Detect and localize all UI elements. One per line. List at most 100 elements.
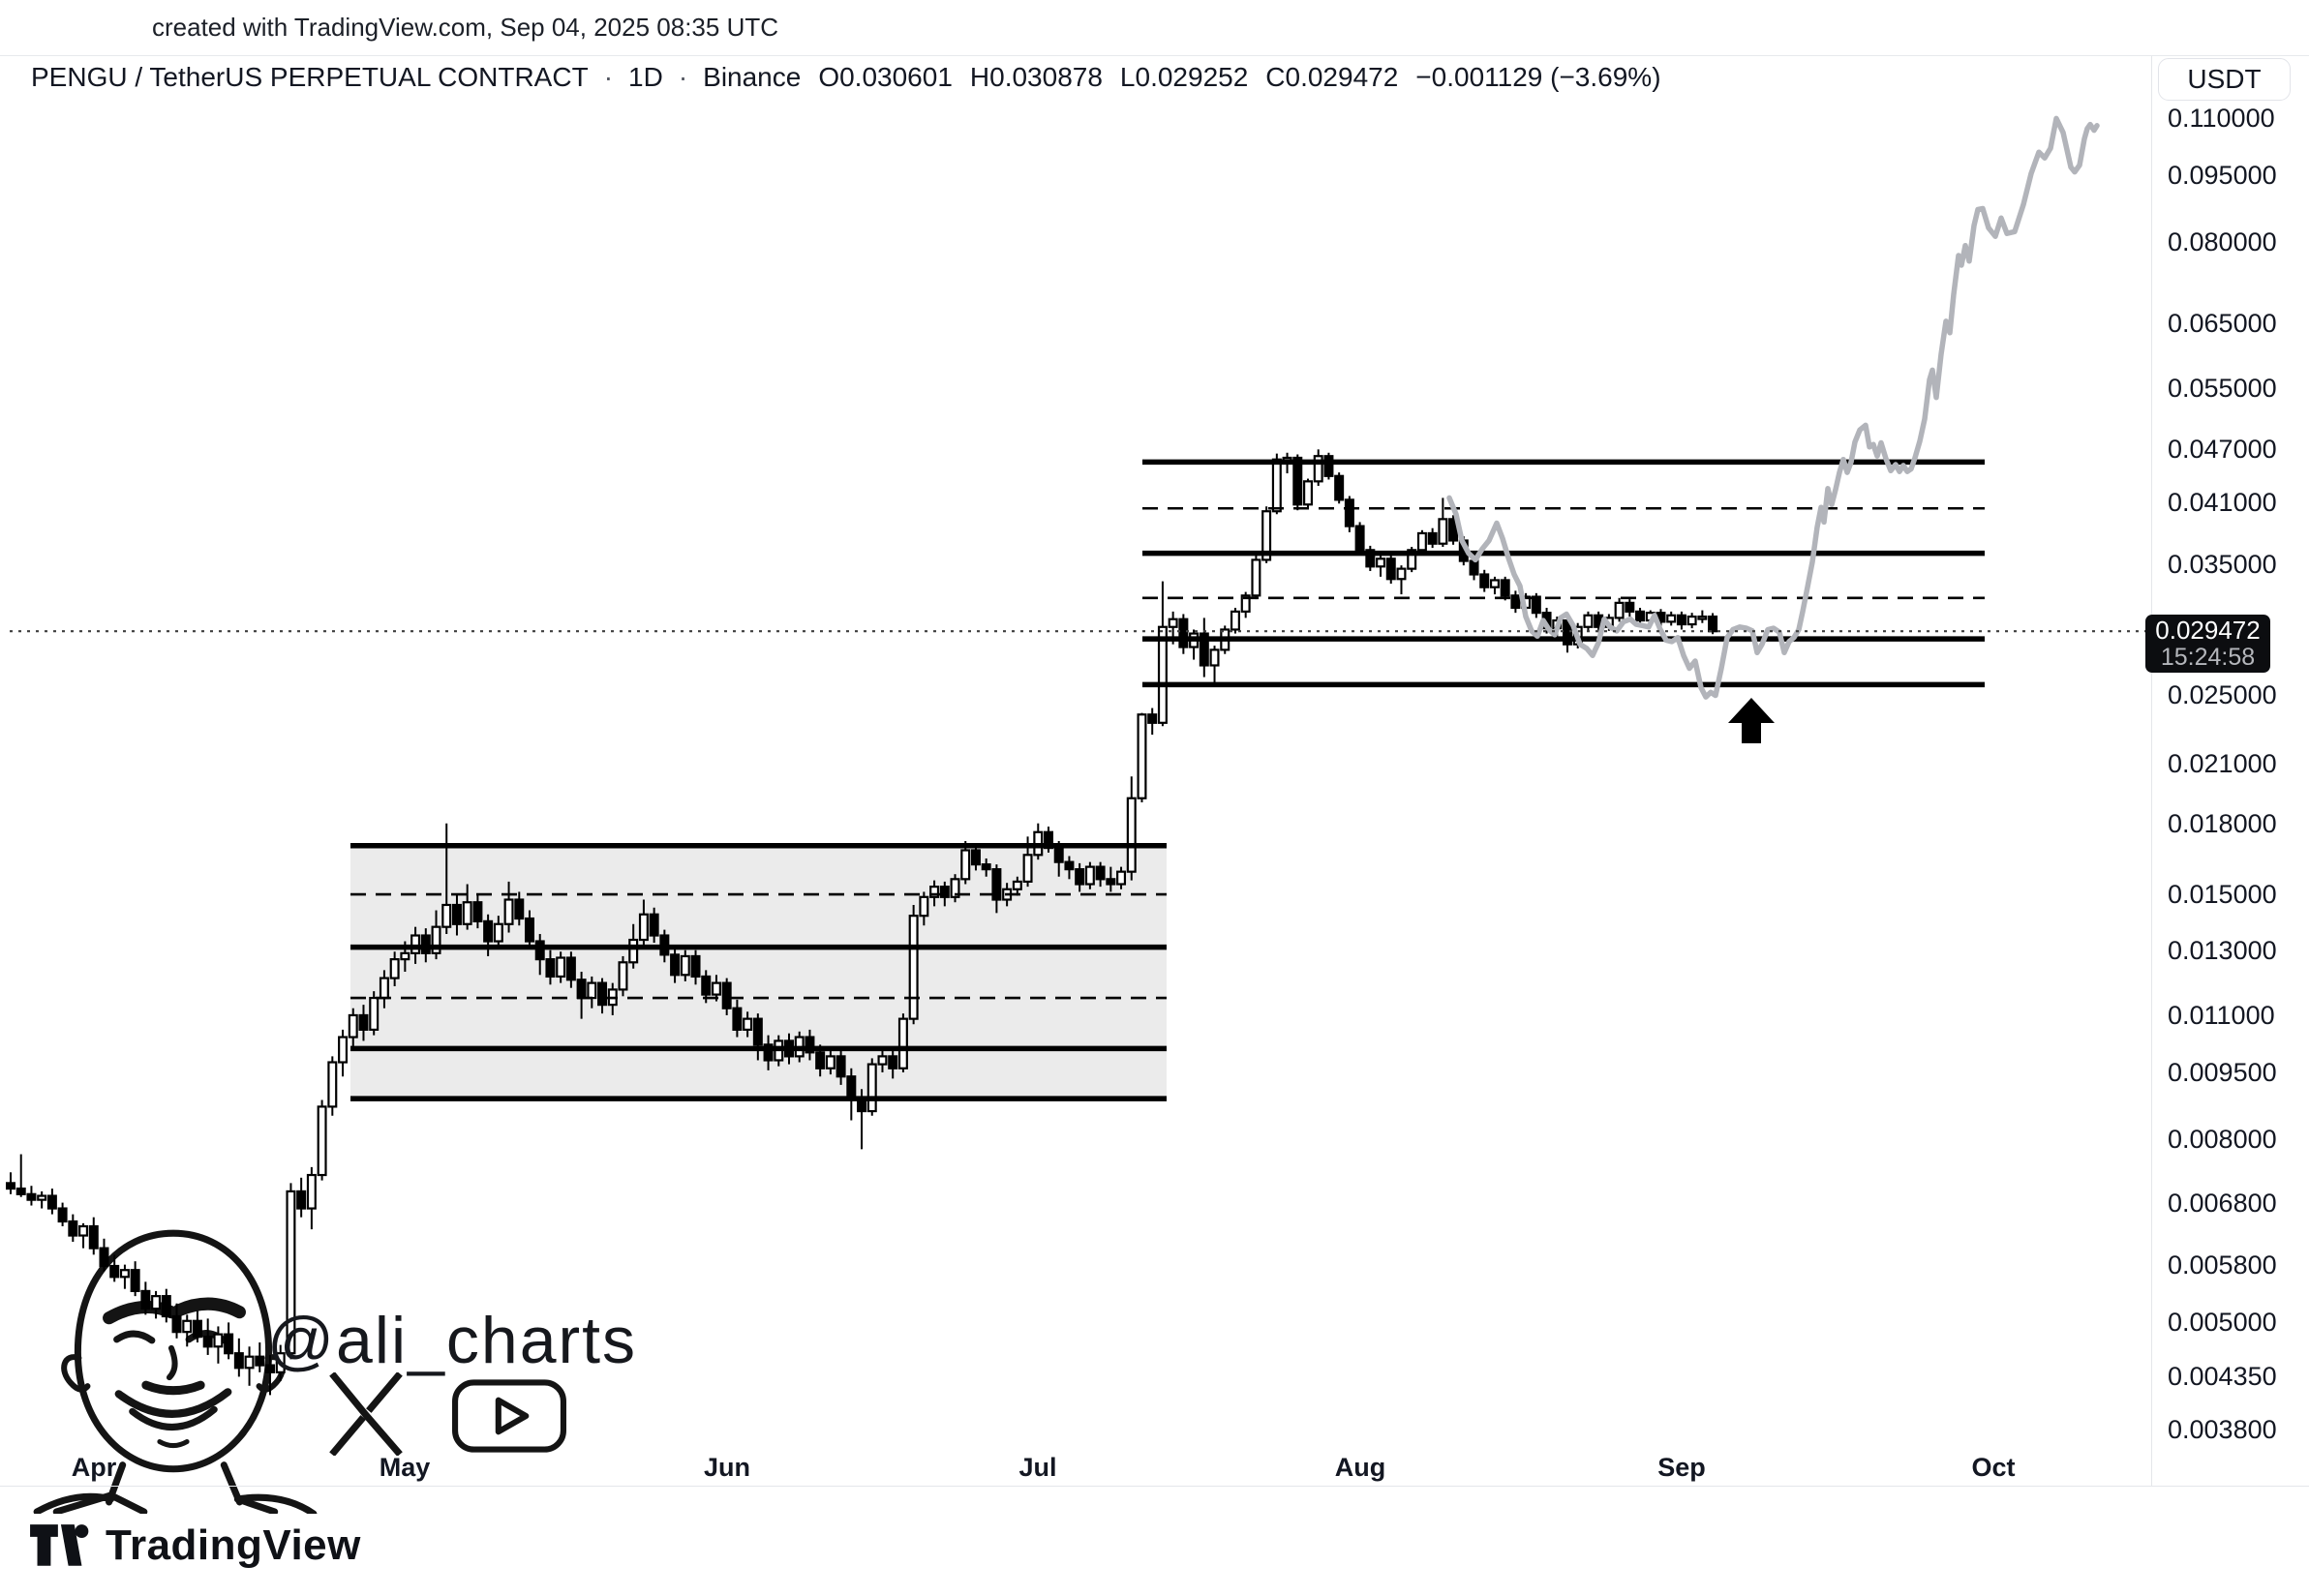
candle-up <box>919 895 929 918</box>
candle-up <box>960 849 971 881</box>
price-axis-label: 0.004350 <box>2168 1362 2277 1392</box>
candle-down <box>1625 601 1635 613</box>
candle-up <box>1116 870 1127 886</box>
candle-up <box>908 915 919 1020</box>
candle-down <box>1427 531 1438 545</box>
candle-down <box>1531 595 1541 615</box>
candle-up <box>1583 614 1594 628</box>
ohlc-open: O0.030601 <box>818 62 953 92</box>
candle-down <box>939 886 950 898</box>
candle-down <box>1365 549 1376 568</box>
candle-down <box>140 1289 151 1310</box>
candle-down <box>524 917 534 943</box>
tradingview-logo[interactable]: TradingView <box>29 1521 361 1570</box>
candle-up <box>587 981 597 1000</box>
time-axis-label-jun: Jun <box>703 1453 751 1482</box>
price-axis-label: 0.021000 <box>2168 748 2277 778</box>
candle-down <box>514 898 525 920</box>
price-axis-label: 0.008000 <box>2168 1125 2277 1155</box>
candle-up <box>1686 615 1697 626</box>
candle-down <box>202 1336 213 1348</box>
candle-up <box>1438 518 1448 545</box>
candle-up <box>389 958 400 979</box>
candle-up <box>151 1295 162 1310</box>
price-axis-label: 0.055000 <box>2168 374 2277 404</box>
candle-down <box>1053 846 1064 863</box>
price-axis-label: 0.003800 <box>2168 1414 2277 1444</box>
candle-up <box>1230 610 1240 631</box>
bar-countdown: 15:24:58 <box>2160 644 2256 672</box>
candle-down <box>358 1013 369 1031</box>
candle-up <box>866 1063 877 1113</box>
candle-up <box>1376 557 1386 568</box>
candle-down <box>109 1264 120 1279</box>
candle-down <box>171 1314 182 1334</box>
candle-down <box>451 903 462 925</box>
candle-up <box>306 1173 317 1210</box>
candle-up <box>1261 510 1272 561</box>
candle-down <box>88 1224 99 1250</box>
price-axis-label: 0.047000 <box>2168 435 2277 465</box>
candle-up <box>1022 854 1033 884</box>
candle-up <box>379 977 389 1000</box>
candle-down <box>835 1055 846 1078</box>
candle-up <box>1084 865 1095 886</box>
time-axis-divider <box>0 1486 2309 1487</box>
candle-up <box>1407 549 1417 570</box>
candle-down <box>472 901 483 922</box>
candle-down <box>888 1055 898 1069</box>
candle-down <box>68 1220 78 1237</box>
candle-up <box>1697 615 1708 620</box>
candle-down <box>721 981 732 1009</box>
currency-toggle-button[interactable]: USDT <box>2158 58 2291 101</box>
candle-up <box>929 886 940 898</box>
candle-down <box>130 1269 140 1293</box>
last-price-tag[interactable]: 0.029472 15:24:58 <box>2145 615 2270 674</box>
candle-up <box>441 903 452 928</box>
candle-down <box>46 1194 57 1210</box>
price-axis-label: 0.013000 <box>2168 935 2277 965</box>
candle-down <box>1064 860 1075 871</box>
candle-down <box>1178 617 1189 648</box>
candle-down <box>1344 498 1354 527</box>
candle-up <box>244 1355 255 1370</box>
time-axis-label-may: May <box>379 1453 431 1482</box>
candle-down <box>1075 868 1085 886</box>
attribution-text: created with TradingView.com, Sep 04, 20… <box>152 13 779 42</box>
price-axis-label: 0.018000 <box>2168 808 2277 838</box>
candle-down <box>192 1319 202 1339</box>
candle-up <box>897 1017 908 1069</box>
candle-down <box>15 1187 26 1195</box>
candle-down <box>1500 579 1510 597</box>
candle-up <box>1251 558 1261 597</box>
price-axis-label: 0.110000 <box>2168 104 2275 133</box>
candle-down <box>649 913 659 937</box>
symbol-title[interactable]: PENGU / TetherUS PERPETUAL CONTRACT <box>31 62 589 92</box>
candle-up <box>369 996 380 1031</box>
time-axis-label-sep: Sep <box>1657 1453 1706 1482</box>
candle-up <box>1666 614 1677 623</box>
candle-down <box>534 940 545 961</box>
candle-up <box>213 1333 224 1348</box>
candle-down <box>1323 455 1334 477</box>
candle-up <box>950 878 960 898</box>
candle-down <box>1635 610 1646 622</box>
ohlc-close: C0.029472 <box>1265 62 1399 92</box>
candle-up <box>1416 531 1427 552</box>
candle-down <box>296 1189 307 1210</box>
ali-face-watermark <box>33 1229 318 1514</box>
candle-up <box>400 951 410 961</box>
candle-down <box>483 919 494 943</box>
last-price-value: 0.029472 <box>2155 616 2261 646</box>
candle-down <box>1479 573 1490 588</box>
candle-down <box>576 979 587 1000</box>
candle-up <box>825 1055 835 1069</box>
interval-label[interactable]: 1D <box>628 62 663 92</box>
candle-up <box>338 1036 349 1064</box>
candle-up <box>1126 797 1137 873</box>
candle-down <box>690 954 701 979</box>
candle-up <box>1313 455 1323 483</box>
ohlc-low: L0.029252 <box>1119 62 1249 92</box>
price-axis-panel[interactable]: USDT 0.110000 0.095000 0.080000 0.065000 0.0… <box>2151 55 2309 1486</box>
